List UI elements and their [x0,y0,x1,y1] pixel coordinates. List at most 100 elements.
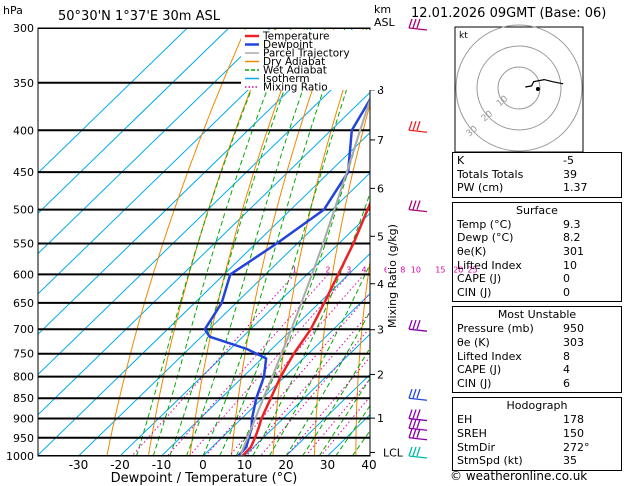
hodo-row-stmspd: StmSpd (kt) 35 [457,454,617,468]
asl-unit-label: ASL [374,16,396,29]
wind-barb-flag [416,428,421,438]
mu-row-theta: θe (K) 303 [457,336,617,350]
index-value: 303 [563,335,584,349]
surface-row-temp: Temp (°C) 9.3 [457,218,617,232]
most-unstable-box: Most Unstable Pressure (mb) 950 θe (K) 303… [452,306,622,394]
index-value: 1.37 [563,181,588,195]
wet-adiabat-line [268,262,370,456]
wind-barb-flag [412,200,417,210]
index-row-pw: PW (cm) 1.37 [457,181,617,195]
hodograph-storm-motion [535,87,540,92]
wind-barb-flag [412,409,417,419]
mixing-ratio-label: 3 [346,265,351,274]
index-value: -5 [563,154,574,167]
hodo-row-sreh: SREH 150 [457,427,617,441]
index-value: 9.3 [563,217,581,231]
wind-barb-flag [416,409,421,419]
surface-box: Surface Temp (°C) 9.3 Dewp (°C) 8.2 θe(K) 3… [452,201,622,303]
wind-barb-flag [416,121,421,131]
wind-barb-flag [408,389,413,399]
wind-barb-flag [408,419,413,429]
y2-axis-label-halo: Mixing Ratio (g/kg) [386,224,399,328]
mixing-ratio-label: 4 [362,265,367,274]
mixing-ratio-line [228,292,370,456]
index-label: StmDir [457,440,496,454]
wind-barbs [408,18,428,459]
index-label: StmSpd (kt) [457,454,523,468]
legend-entry: Isotherm [263,73,310,85]
sounding-series [203,96,370,456]
pressure-tick-label: 950 [13,432,34,445]
isotherm-line [38,28,313,295]
mixing-ratio-line [305,378,370,456]
wind-barb-shaft [408,455,428,459]
most-unstable-title: Most Unstable [497,308,577,322]
temperature-tick-label: 40 [361,458,376,472]
temperature-tick-label: -10 [152,458,172,472]
pressure-tick-label: 600 [13,268,34,281]
pressure-tick-label: 300 [13,22,34,35]
wind-barb-flag [412,320,417,330]
isotherm-line [38,91,370,416]
index-value: 272° [563,440,590,454]
pressure-tick-label: 550 [13,237,34,250]
index-label: Temp (°C) [457,217,512,231]
km-tick-label: 7 [377,134,384,147]
mixing-ratio-label: 6 [384,265,389,274]
y2-axis-label: Mixing Ratio (g/kg) [386,224,399,328]
hodograph-frame [454,26,584,153]
mixing-ratio-line [320,395,370,456]
wind-barb-shaft [408,397,428,401]
mixing-ratio-label: 25 [467,265,477,274]
index-label: CIN (J) [457,376,492,390]
plot-frame [37,27,371,457]
hodograph-trace [525,78,564,88]
index-value: 950 [563,322,584,336]
surface-row-cape: CAPE (J) 0 [457,272,617,286]
index-label: EH [457,413,473,427]
index-value: 178 [563,413,584,427]
temperature-tick-label: 10 [237,458,252,472]
mixing-ratio-label: 15 [435,265,445,274]
index-row-totals: Totals Totals 39 [457,168,617,182]
legend-entry: Parcel Trajectory [263,48,350,60]
legend-entry: Mixing Ratio [263,82,328,94]
dry-adiabat-line [147,28,276,456]
temperature-tick-label: -20 [110,458,130,472]
hodo-row-stmdir: StmDir 272° [457,441,617,455]
isotherm-line [285,373,370,456]
indices-panel: K -5 Totals Totals 39 PW (cm) 1.37 Surface … [452,152,622,475]
isotherm-line [38,28,271,255]
wind-barb-flag [416,446,421,457]
hodograph-box: Hodograph EH 178 SREH 150 StmDir 272° StmSp… [452,397,622,471]
index-value: 8.2 [563,231,581,245]
index-value: 4 [563,363,570,377]
wind-barb-shaft [408,129,428,133]
index-value: 6 [563,376,570,390]
wind-barb-flag [416,389,421,399]
km-tick-labels: 8 7 6 5 4 3 2 1 LCL [370,84,404,459]
index-value: 0 [563,272,570,286]
wind-barb-flag [408,200,413,210]
legend-entry: Dewpoint [263,39,313,51]
wind-barb-flag [416,200,421,210]
series-line [240,96,370,456]
wet-adiabat-line [285,310,370,456]
wind-barb-flag [412,389,417,399]
mixing-ratio-label: 8 [400,265,405,274]
wind-barb-shaft [408,208,428,213]
km-tick-label: 5 [377,230,384,243]
wind-barb-flag [412,121,417,131]
hodo-row-eh: EH 178 [457,413,617,427]
temperature-tick-labels: -30 -20 -10 0 10 20 30 40 [69,458,377,472]
mixing-ratio-label: 20 [453,265,463,274]
index-label: Totals Totals [457,167,524,181]
wind-barb-flag [416,419,421,429]
wind-barb-shaft [408,27,428,31]
wet-adiabat-line [219,28,368,456]
wind-barb-flag [412,446,417,457]
surface-row-cin: CIN (J) 0 [457,286,617,300]
date-title: 12.01.2026 09GMT (Base: 06) [411,6,607,21]
wind-barb-flag [412,419,417,429]
